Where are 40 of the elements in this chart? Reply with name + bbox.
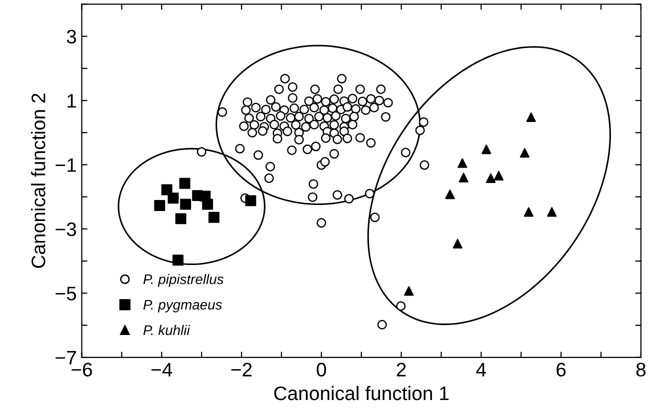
point: [526, 112, 536, 122]
point: [520, 148, 530, 158]
point: [445, 189, 455, 200]
legend-label: P. pipistrellus: [143, 274, 224, 287]
point: [404, 286, 414, 296]
x-tick-label: −6: [72, 362, 92, 377]
y-tick-label: −5: [56, 286, 76, 300]
x-tick-label: 2: [396, 362, 406, 376]
x-tick-label: 8: [636, 362, 646, 377]
point: [180, 198, 192, 210]
x-tick-label: 6: [556, 362, 566, 377]
y-tick-label: −3: [56, 222, 76, 236]
point: [547, 207, 557, 217]
point: [202, 198, 214, 210]
point: [452, 238, 462, 249]
y-tick-label: −1: [56, 158, 76, 172]
legend-label: P. pygmaeus: [143, 300, 222, 312]
point: [245, 195, 256, 206]
x-tick-label: 4: [476, 362, 486, 376]
y-tick-label: −7: [56, 351, 76, 364]
point: [175, 213, 186, 224]
y-tick-label: 1: [68, 94, 76, 108]
x-tick-label: −4: [152, 362, 172, 376]
point: [494, 170, 504, 180]
legend-label: P. kuhlii: [143, 324, 190, 336]
y-tick-label: 3: [66, 30, 76, 44]
x-tick-label: 0: [316, 362, 326, 377]
x-axis-title: Canonical function 1: [274, 386, 448, 400]
point: [168, 192, 179, 204]
point: [486, 173, 496, 184]
point: [172, 254, 184, 266]
point: [179, 178, 190, 189]
point: [524, 207, 534, 217]
point: [458, 158, 468, 168]
point: [482, 144, 492, 154]
y-axis-title: Canonical function 2: [31, 94, 46, 268]
point: [154, 200, 166, 211]
point: [208, 212, 220, 223]
x-tick-label: −2: [231, 362, 252, 376]
point: [458, 172, 468, 182]
